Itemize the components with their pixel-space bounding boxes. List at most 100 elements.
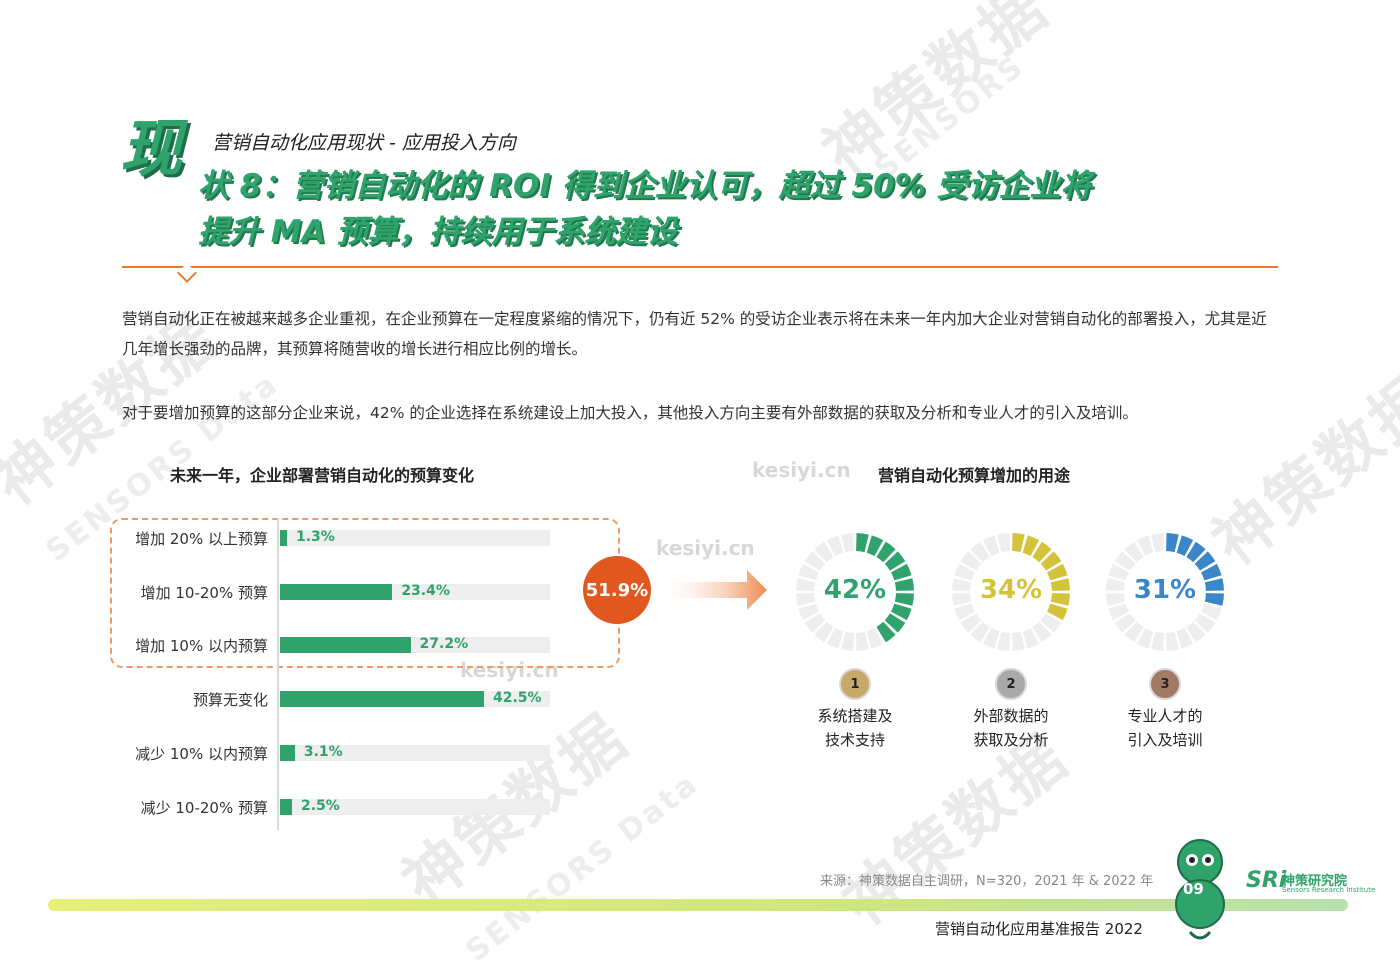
footer-bar — [48, 899, 1348, 911]
donut-empty-segment — [997, 533, 1011, 553]
donut-empty-segment — [1114, 551, 1136, 571]
donut-empty-segment — [952, 592, 972, 606]
bar-value-label: 42.5% — [493, 690, 542, 707]
robot-mascot-icon — [1175, 839, 1225, 940]
donut-empty-segment — [1151, 631, 1165, 651]
donut-filled-segment — [890, 603, 912, 621]
bar — [280, 637, 411, 654]
donut-empty-segment — [970, 621, 990, 643]
bar-value-label: 2.5% — [301, 797, 340, 814]
donut-empty-segment — [796, 592, 816, 606]
donut-empty-segment — [804, 551, 826, 571]
bar-category-label: 增加 10% 以内预算 — [135, 637, 268, 656]
watermark: kesiyi.cn — [752, 458, 851, 482]
donut-empty-segment — [1124, 541, 1144, 563]
donut-empty-segment — [1040, 613, 1062, 633]
bar-value-label: 1.3% — [296, 529, 335, 545]
title-divider — [122, 266, 1278, 268]
bar — [280, 583, 393, 600]
donut-value-label: 42% — [823, 575, 887, 605]
donut-empty-segment — [1165, 631, 1179, 651]
donut-empty-segment — [1108, 563, 1130, 581]
donut-empty-segment — [796, 578, 816, 592]
donut-filled-segment — [876, 541, 896, 563]
detail-paragraph: 对于要增加预算的这部分企业来说，42% 的企业选择在系统建设上加大投入，其他投入… — [122, 404, 1138, 422]
usage-label: 专业人才的 引入及培训 — [1127, 707, 1203, 749]
donut-empty-segment — [970, 541, 990, 563]
bar — [280, 530, 287, 546]
usage-label: 系统搭建及 技术支持 — [817, 707, 893, 749]
donut-filled-segment — [876, 621, 896, 643]
donut-filled-segment — [1046, 563, 1068, 581]
donut-empty-segment — [798, 603, 820, 621]
donut-empty-segment — [826, 627, 844, 649]
bar-chart-title: 未来一年，企业部署营销自动化的预算变化 — [170, 466, 475, 485]
donut-empty-segment — [952, 578, 972, 592]
donut-filled-segment — [855, 533, 869, 553]
donut-filled-segment — [1204, 592, 1224, 606]
donut-empty-segment — [826, 535, 844, 557]
donut-empty-segment — [1022, 627, 1040, 649]
bar-track — [280, 798, 550, 815]
rank-badge: 1 — [839, 668, 871, 700]
bar — [280, 744, 295, 761]
page-title-line1: 状 8：营销自动化的 ROI 得到企业认可，超过 50% 受访企业将 — [198, 168, 1092, 204]
donut-filled-segment — [866, 535, 884, 557]
donut-empty-segment — [954, 563, 976, 581]
donut-empty-segment — [1136, 627, 1154, 649]
bar-category-label: 减少 10% 以内预算 — [135, 744, 268, 763]
donut-filled-segment — [1204, 578, 1224, 592]
donut-filled-segment — [884, 551, 906, 571]
donut-empty-segment — [866, 627, 884, 649]
donut-empty-segment — [982, 535, 1000, 557]
bar-value-label: 27.2% — [419, 636, 469, 653]
watermark: kesiyi.cn — [656, 536, 755, 560]
donut-filled-segment — [1165, 533, 1179, 553]
section-subtitle: 营销自动化应用现状 - 应用投入方向 — [212, 132, 516, 154]
report-title: 营销自动化应用基准报告 2022 — [935, 920, 1143, 938]
donut-empty-segment — [855, 631, 869, 651]
donut-empty-segment — [1114, 613, 1136, 633]
donut-empty-segment — [1151, 533, 1165, 553]
donut-empty-segment — [1186, 621, 1206, 643]
increase-total-badge: 51.9% — [583, 556, 651, 624]
donut-empty-segment — [798, 563, 820, 581]
institute-name-en: Sensors Research Institute — [1282, 886, 1376, 894]
donut-filled-segment — [1186, 541, 1206, 563]
bar-category-label: 增加 10-20% 预算 — [140, 583, 268, 602]
source-note: 来源：神策数据自主调研，N=320，2021 年 & 2022 年 — [820, 874, 1154, 889]
donut-empty-segment — [804, 613, 826, 633]
donut-ring — [1106, 533, 1224, 651]
donut-empty-segment — [982, 627, 1000, 649]
donut-filled-segment — [884, 613, 906, 633]
donut-filled-segment — [894, 578, 914, 592]
donut-filled-segment — [1050, 578, 1070, 592]
donut-empty-segment — [1124, 621, 1144, 643]
watermark: SENSORS Data — [459, 765, 706, 970]
intro-paragraph: 营销自动化正在被越来越多企业重视，在企业预算在一定程度紧缩的情况下，仍有近 52… — [122, 310, 1267, 358]
donut-empty-segment — [997, 631, 1011, 651]
sri-logo: SRi — [1246, 868, 1287, 893]
donut-filled-segment — [1176, 535, 1194, 557]
bar-value-label: 3.1% — [303, 743, 343, 760]
donut-filled-segment — [1050, 592, 1070, 606]
donut-filled-segment — [1011, 533, 1025, 553]
bar-category-label: 增加 20% 以上预算 — [135, 530, 268, 548]
bar-category-label: 减少 10-20% 预算 — [140, 798, 268, 817]
donut-empty-segment — [1200, 603, 1222, 621]
donut-filled-segment — [1032, 541, 1052, 563]
title-big-char: 现 — [120, 112, 183, 185]
rank-badge: 3 — [1149, 668, 1181, 700]
donut-empty-segment — [1011, 631, 1025, 651]
donut-empty-segment — [1106, 578, 1126, 592]
donut-empty-segment — [841, 533, 855, 553]
donut-value-label: 31% — [1133, 575, 1197, 605]
donut-filled-segment — [1194, 551, 1216, 571]
bar-axis — [277, 518, 279, 830]
bar-track — [280, 744, 550, 761]
institute-name: 神策研究院 — [1282, 874, 1348, 889]
donut-empty-segment — [1136, 535, 1154, 557]
donut-filled-segment — [1046, 603, 1068, 621]
donut-empty-segment — [960, 613, 982, 633]
donut-empty-segment — [960, 551, 982, 571]
